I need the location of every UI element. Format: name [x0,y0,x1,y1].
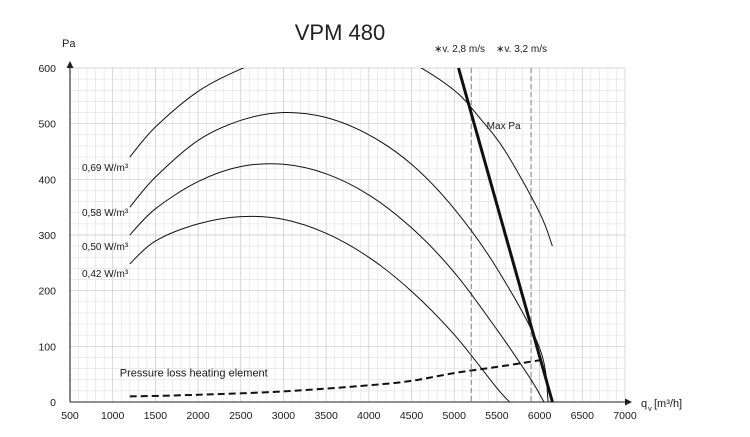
x-tick-label: 4500 [400,410,424,422]
y-tick-label: 400 [38,174,56,186]
x-tick-label: 500 [61,410,79,422]
y-axis-arrow [66,61,74,68]
y-tick-label: 500 [38,119,56,131]
x-tick-label: 3500 [314,410,338,422]
y-tick-label: 300 [38,230,56,242]
curve-label: 0,42 W/m³ [82,269,129,280]
x-tick-label: 3000 [272,410,296,422]
chart-title: VPM 480 [295,20,386,45]
x-tick-label: 7000 [613,410,637,422]
x-axis-label-unit: [m³/h] [654,398,682,410]
efficiency-curve [129,163,545,402]
efficiency-curve [129,68,245,158]
x-tick-label: 4000 [357,410,381,422]
x-axis-label: q v [m³/h] [641,398,682,413]
max-pa-label: Max Pa [487,121,521,132]
max-pa-line-stroke [457,67,554,403]
efficiency-curve [129,215,511,402]
x-tick-label: 1000 [101,410,125,422]
y-axis-label: Pa [62,38,76,50]
curve-label: 0,50 W/m³ [82,242,129,253]
x-tick-label: 2500 [229,410,253,422]
series-labels: ∗v. 2,8 m/s ∗v. 3,2 m/s 0,69 W/m³ 0,58 W/m³… [82,44,547,379]
x-tick-label: 6000 [528,410,552,422]
max-pa-line [457,67,554,403]
y-tick-label: 600 [38,63,56,75]
x-tick-labels: 500 1000 1500 2000 2500 3000 3500 4000 4500 5000 5… [61,410,637,422]
x-axis-label-subscript: v [648,404,652,413]
y-tick-label: 100 [38,341,56,353]
y-tick-label: 200 [38,286,56,298]
performance-curves [129,68,553,402]
x-tick-label: 2000 [186,410,210,422]
y-tick-label: 0 [50,397,56,409]
x-axis-arrow [625,398,632,406]
x-axis-label-main: q [641,398,647,410]
curve-label: 0,58 W/m³ [82,208,129,219]
velocity-label: ∗v. 2,8 m/s [434,44,485,55]
x-tick-label: 5500 [485,410,509,422]
efficiency-curve [420,68,553,247]
y-tick-labels: 0 100 200 300 400 500 600 [38,63,56,409]
curve-label: 0,69 W/m³ [82,163,129,174]
velocity-label: ∗v. 3,2 m/s [496,44,547,55]
x-tick-label: 1500 [144,410,168,422]
axes [66,61,632,406]
x-tick-label: 6500 [571,410,595,422]
efficiency-curve [129,111,549,402]
x-tick-label: 5000 [443,410,467,422]
pressure-loss-curve [129,359,540,398]
grid [69,67,626,403]
pressure-loss-label: Pressure loss heating element [120,367,268,379]
